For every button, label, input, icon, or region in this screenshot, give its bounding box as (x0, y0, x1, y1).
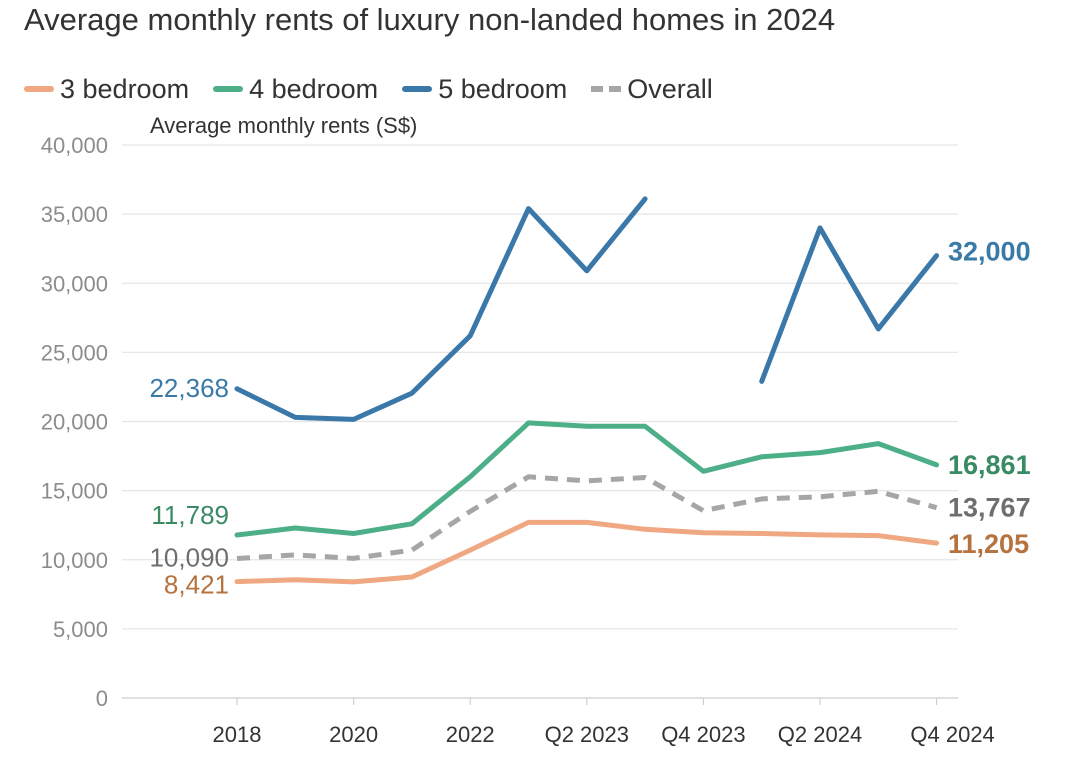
y-tick-label-40000: 40,000 (41, 133, 108, 158)
legend-item-4-bedroom: 4 bedroom (213, 74, 378, 105)
start-label-5-bedroom: 22,368 (149, 373, 229, 403)
chart-title: Average monthly rents of luxury non-land… (24, 2, 836, 37)
end-label-overall: 13,767 (948, 493, 1031, 523)
series-line-5-bedroom-segment-1 (234, 196, 648, 422)
legend-swatch-4-bedroom (213, 86, 244, 92)
y-axis-label: Average monthly rents (S$) (150, 113, 418, 138)
y-tick-label-25000: 25,000 (41, 340, 108, 365)
x-tick-label-q2-2024: Q2 2024 (778, 722, 862, 747)
y-tick-label-15000: 15,000 (41, 479, 108, 504)
y-tick-label-35000: 35,000 (41, 202, 108, 227)
legend-swatch-3-bedroom (24, 86, 54, 92)
legend-label-overall: Overall (627, 73, 713, 104)
end-label-5-bedroom: 32,000 (948, 237, 1031, 267)
legend: 3 bedroom 4 bedroom 5 bedroom Overall (24, 72, 737, 106)
end-label-3-bedroom: 11,205 (948, 529, 1029, 559)
x-tick-label-2022: 2022 (446, 722, 495, 747)
x-tick-label-q4-2023: Q4 2023 (661, 722, 745, 747)
start-label-4-bedroom: 11,789 (151, 500, 229, 530)
y-tick-label-0: 0 (96, 686, 108, 711)
legend-label-4-bedroom: 4 bedroom (249, 73, 379, 104)
x-tick-label-q2-2023: Q2 2023 (545, 722, 629, 747)
y-tick-label-20000: 20,000 (41, 410, 108, 435)
legend-swatch-5-bedroom (402, 86, 433, 92)
legend-item-overall: Overall (591, 74, 713, 105)
legend-label-5-bedroom: 5 bedroom (438, 73, 568, 104)
x-tick-label-2018: 2018 (213, 722, 262, 747)
series-line-5-bedroom-segment-2 (759, 225, 940, 384)
start-label-3-bedroom: 8,421 (164, 570, 229, 600)
legend-swatch-overall (591, 86, 622, 92)
x-tick-label-q4-2024: Q4 2024 (910, 722, 994, 747)
legend-item-5-bedroom: 5 bedroom (402, 74, 567, 105)
start-label-overall: 10,090 (149, 543, 229, 573)
x-tick-label-2020: 2020 (329, 722, 378, 747)
y-tick-label-30000: 30,000 (41, 271, 108, 296)
series-line-4-bedroom (234, 420, 940, 538)
series-line-3-bedroom (234, 519, 940, 585)
legend-item-3-bedroom: 3 bedroom (24, 74, 189, 105)
y-tick-label-5000: 5,000 (53, 617, 108, 642)
series-line-overall (236, 474, 938, 561)
y-tick-label-10000: 10,000 (41, 548, 108, 573)
end-label-4-bedroom: 16,861 (948, 450, 1031, 480)
legend-label-3-bedroom: 3 bedroom (60, 73, 190, 104)
